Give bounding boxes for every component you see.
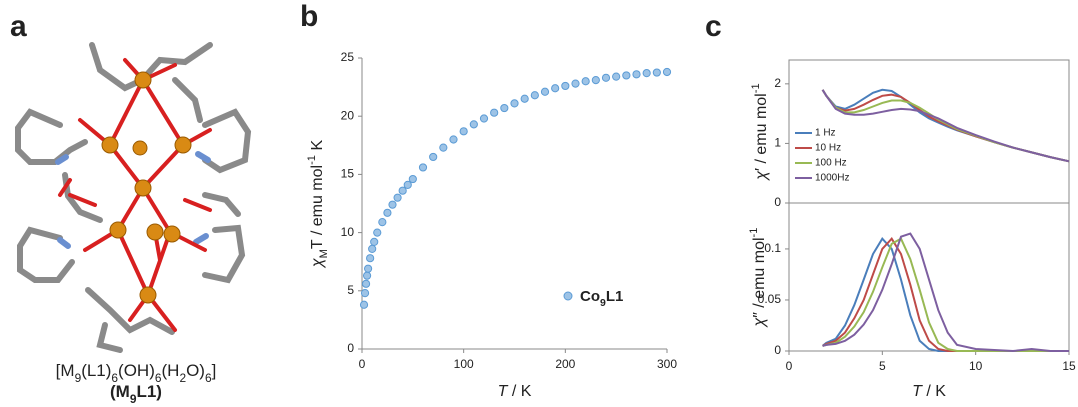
data-point bbox=[632, 70, 641, 79]
data-point bbox=[373, 228, 382, 237]
data-point bbox=[601, 73, 611, 82]
data-point bbox=[561, 81, 570, 91]
data-point bbox=[360, 289, 370, 298]
legend-label: 100 Hz bbox=[815, 158, 847, 169]
data-point bbox=[362, 271, 372, 280]
data-point bbox=[469, 120, 478, 129]
data-point bbox=[364, 264, 373, 273]
x-tick-label: 5 bbox=[879, 359, 886, 373]
x-tick-label: 0 bbox=[359, 357, 366, 371]
data-point bbox=[500, 103, 509, 113]
data-point bbox=[591, 76, 600, 85]
y-tick-label: 10 bbox=[341, 225, 355, 239]
x-axis-label: T / K bbox=[912, 383, 946, 400]
data-point bbox=[439, 143, 448, 152]
x-tick-label: 200 bbox=[555, 357, 575, 371]
series-line bbox=[822, 237, 1069, 352]
data-point bbox=[479, 114, 489, 123]
legend-label: 10 Hz bbox=[815, 143, 841, 154]
data-point bbox=[490, 108, 499, 117]
data-point bbox=[359, 300, 369, 309]
y-tick-label: 1 bbox=[774, 136, 781, 150]
molecule bbox=[15, 42, 252, 353]
data-point bbox=[418, 163, 428, 172]
data-point bbox=[370, 237, 379, 247]
y-tick-label: 0 bbox=[774, 343, 781, 357]
series-line bbox=[822, 232, 1069, 353]
data-point bbox=[642, 69, 651, 78]
data-point bbox=[429, 152, 438, 162]
formula: [M9(L1)6(OH)6(H2O)6] bbox=[56, 361, 217, 385]
legend-label: 1 Hz bbox=[815, 128, 836, 139]
plot-frame bbox=[788, 202, 1070, 352]
data-point bbox=[520, 94, 529, 103]
y-tick-label: 0.05 bbox=[758, 292, 782, 306]
y-tick-label: 0 bbox=[774, 195, 781, 209]
data-point bbox=[449, 135, 458, 144]
panel-label: c bbox=[705, 10, 722, 43]
data-point bbox=[459, 127, 468, 136]
x-tick-label: 10 bbox=[969, 359, 983, 373]
data-point bbox=[530, 91, 539, 100]
data-point bbox=[393, 193, 402, 202]
data-point bbox=[361, 279, 371, 288]
y-tick-label: 20 bbox=[341, 108, 355, 122]
data-point bbox=[388, 200, 397, 209]
y-tick-label: 2 bbox=[774, 76, 781, 90]
y-tick-label: 15 bbox=[341, 167, 355, 181]
y-axis-label: χ″ / emu mol-1 bbox=[748, 227, 768, 328]
data-point bbox=[581, 77, 590, 86]
data-point bbox=[571, 79, 580, 88]
data-point bbox=[366, 254, 375, 263]
series-line bbox=[821, 237, 1069, 352]
data-point bbox=[652, 68, 661, 77]
x-tick-label: 100 bbox=[454, 357, 474, 371]
data-point bbox=[612, 72, 621, 81]
data-point bbox=[368, 244, 377, 253]
panel-label: a bbox=[10, 10, 27, 43]
x-axis-label: T / K bbox=[498, 383, 532, 400]
legend-marker bbox=[563, 291, 573, 301]
compound-name: (M9L1) bbox=[110, 382, 162, 406]
data-point bbox=[662, 67, 672, 77]
y-axis-label: χMT / emu mol-1 K bbox=[306, 140, 330, 270]
series-line bbox=[821, 89, 1070, 163]
y-tick-label: 5 bbox=[347, 283, 354, 297]
y-axis-label: χ′ / emu mol-1 bbox=[750, 83, 770, 181]
data-point bbox=[408, 174, 417, 184]
data-point bbox=[622, 71, 631, 80]
data-point bbox=[403, 180, 412, 189]
x-tick-label: 0 bbox=[786, 359, 793, 373]
y-tick-label: 25 bbox=[341, 50, 355, 64]
y-tick-label: 0 bbox=[347, 341, 354, 355]
series-line bbox=[822, 237, 1069, 352]
legend-label: Co9L1 bbox=[580, 288, 623, 309]
data-point bbox=[551, 84, 560, 93]
data-point bbox=[378, 218, 387, 227]
y-tick-label: 0.1 bbox=[764, 241, 781, 255]
data-point bbox=[398, 186, 407, 195]
panel-label: b bbox=[300, 0, 318, 33]
data-point bbox=[540, 87, 550, 96]
data-point bbox=[383, 208, 392, 217]
data-point bbox=[510, 99, 519, 108]
x-tick-label: 300 bbox=[657, 357, 677, 371]
legend-label: 1000Hz bbox=[815, 173, 849, 184]
x-tick-label: 15 bbox=[1062, 359, 1076, 373]
